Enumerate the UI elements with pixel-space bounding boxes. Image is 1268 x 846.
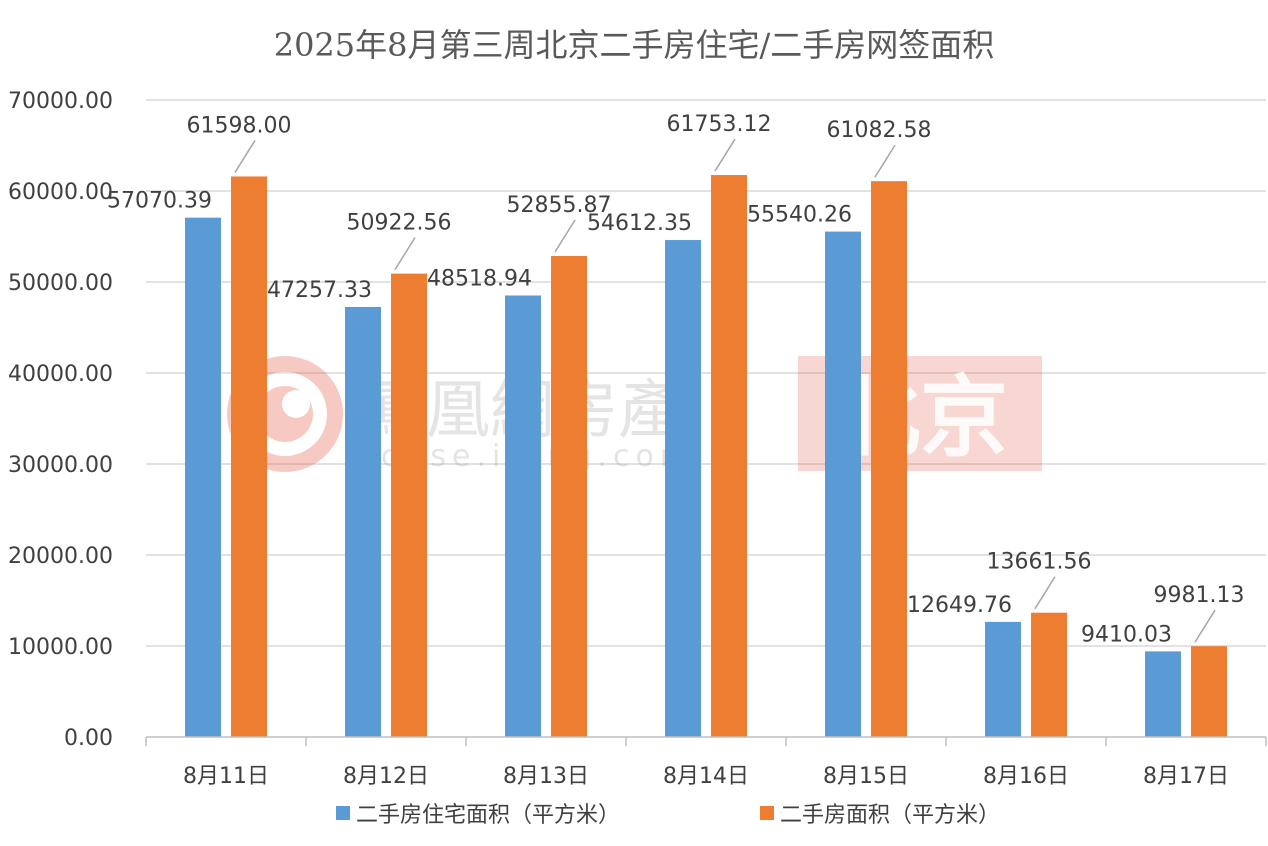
data-label-total: 61598.00 xyxy=(187,113,292,138)
x-tick-label: 8月12日 xyxy=(343,764,429,789)
y-tick-label: 70000.00 xyxy=(8,89,113,114)
y-tick-label: 0.00 xyxy=(64,726,113,751)
y-tick-label: 30000.00 xyxy=(8,453,113,478)
x-tick-label: 8月15日 xyxy=(823,764,909,789)
bar-residential-area xyxy=(825,231,861,738)
data-label-residential: 55540.26 xyxy=(747,203,852,228)
x-tick-label: 8月14日 xyxy=(663,764,749,789)
legend-swatch xyxy=(760,806,774,820)
data-label-total: 61753.12 xyxy=(667,112,772,137)
x-tick-label: 8月13日 xyxy=(503,764,589,789)
leader-line xyxy=(714,138,736,172)
data-label-residential: 47257.33 xyxy=(267,278,372,303)
data-label-residential: 57070.39 xyxy=(107,189,212,214)
y-tick-label: 40000.00 xyxy=(8,362,113,387)
leader-line xyxy=(554,219,576,253)
leader-line xyxy=(874,144,896,178)
bar-residential-area xyxy=(345,306,381,737)
legend-swatch xyxy=(336,806,350,820)
data-label-total: 50922.56 xyxy=(347,211,452,236)
bar-total-area xyxy=(551,256,587,737)
y-tick-label: 10000.00 xyxy=(8,635,113,660)
data-label-total: 52855.87 xyxy=(507,193,612,218)
leader-line xyxy=(1034,576,1056,610)
x-tick-label: 8月16日 xyxy=(983,764,1069,789)
bar-residential-area xyxy=(505,295,541,737)
gridlines xyxy=(146,99,1266,647)
legend-label: 二手房住宅面积（平方米） xyxy=(356,803,620,828)
data-label-residential: 9410.03 xyxy=(1081,622,1172,647)
data-label-residential: 12649.76 xyxy=(907,593,1012,618)
y-tick-label: 60000.00 xyxy=(8,180,113,205)
data-labels: 57070.39 61598.00 47257.33 50922.56 48518.94… xyxy=(107,112,1244,647)
data-label-total: 9981.13 xyxy=(1154,583,1245,608)
legend: 二手房住宅面积（平方米） 二手房面积（平方米） xyxy=(336,803,1000,828)
x-tick-label: 8月11日 xyxy=(183,764,269,789)
x-axis: 8月11日 8月12日 8月13日 8月14日 8月15日 8月16日 8月17日 xyxy=(145,736,1267,789)
leader-line xyxy=(394,237,416,271)
watermark-city: 北京 xyxy=(832,365,1008,469)
bars xyxy=(185,175,1227,738)
data-label-residential: 48518.94 xyxy=(427,266,532,291)
x-tick-label: 8月17日 xyxy=(1143,764,1229,789)
data-label-total: 13661.56 xyxy=(987,550,1092,575)
y-tick-label: 50000.00 xyxy=(8,271,113,296)
bar-total-area xyxy=(1031,612,1067,737)
bar-total-area xyxy=(871,181,907,737)
bar-residential-area xyxy=(1145,651,1181,737)
bar-total-area xyxy=(231,176,267,738)
y-axis: 0.00 10000.00 20000.00 30000.00 40000.00 5000… xyxy=(8,89,113,751)
bar-residential-area xyxy=(985,621,1021,737)
bar-total-area xyxy=(711,175,747,737)
data-label-residential: 54612.35 xyxy=(587,211,692,236)
chart-title: 2025年8月第三周北京二手房住宅/二手房网签面积 xyxy=(274,26,995,64)
bar-residential-area xyxy=(185,217,221,738)
bar-total-area xyxy=(1191,646,1227,737)
legend-label: 二手房面积（平方米） xyxy=(780,803,1000,828)
bar-total-area xyxy=(391,273,427,737)
leader-line xyxy=(1194,609,1216,643)
leader-line xyxy=(234,140,256,173)
y-tick-label: 20000.00 xyxy=(8,544,113,569)
data-label-total: 61082.58 xyxy=(827,118,932,143)
bar-residential-area xyxy=(665,240,701,737)
